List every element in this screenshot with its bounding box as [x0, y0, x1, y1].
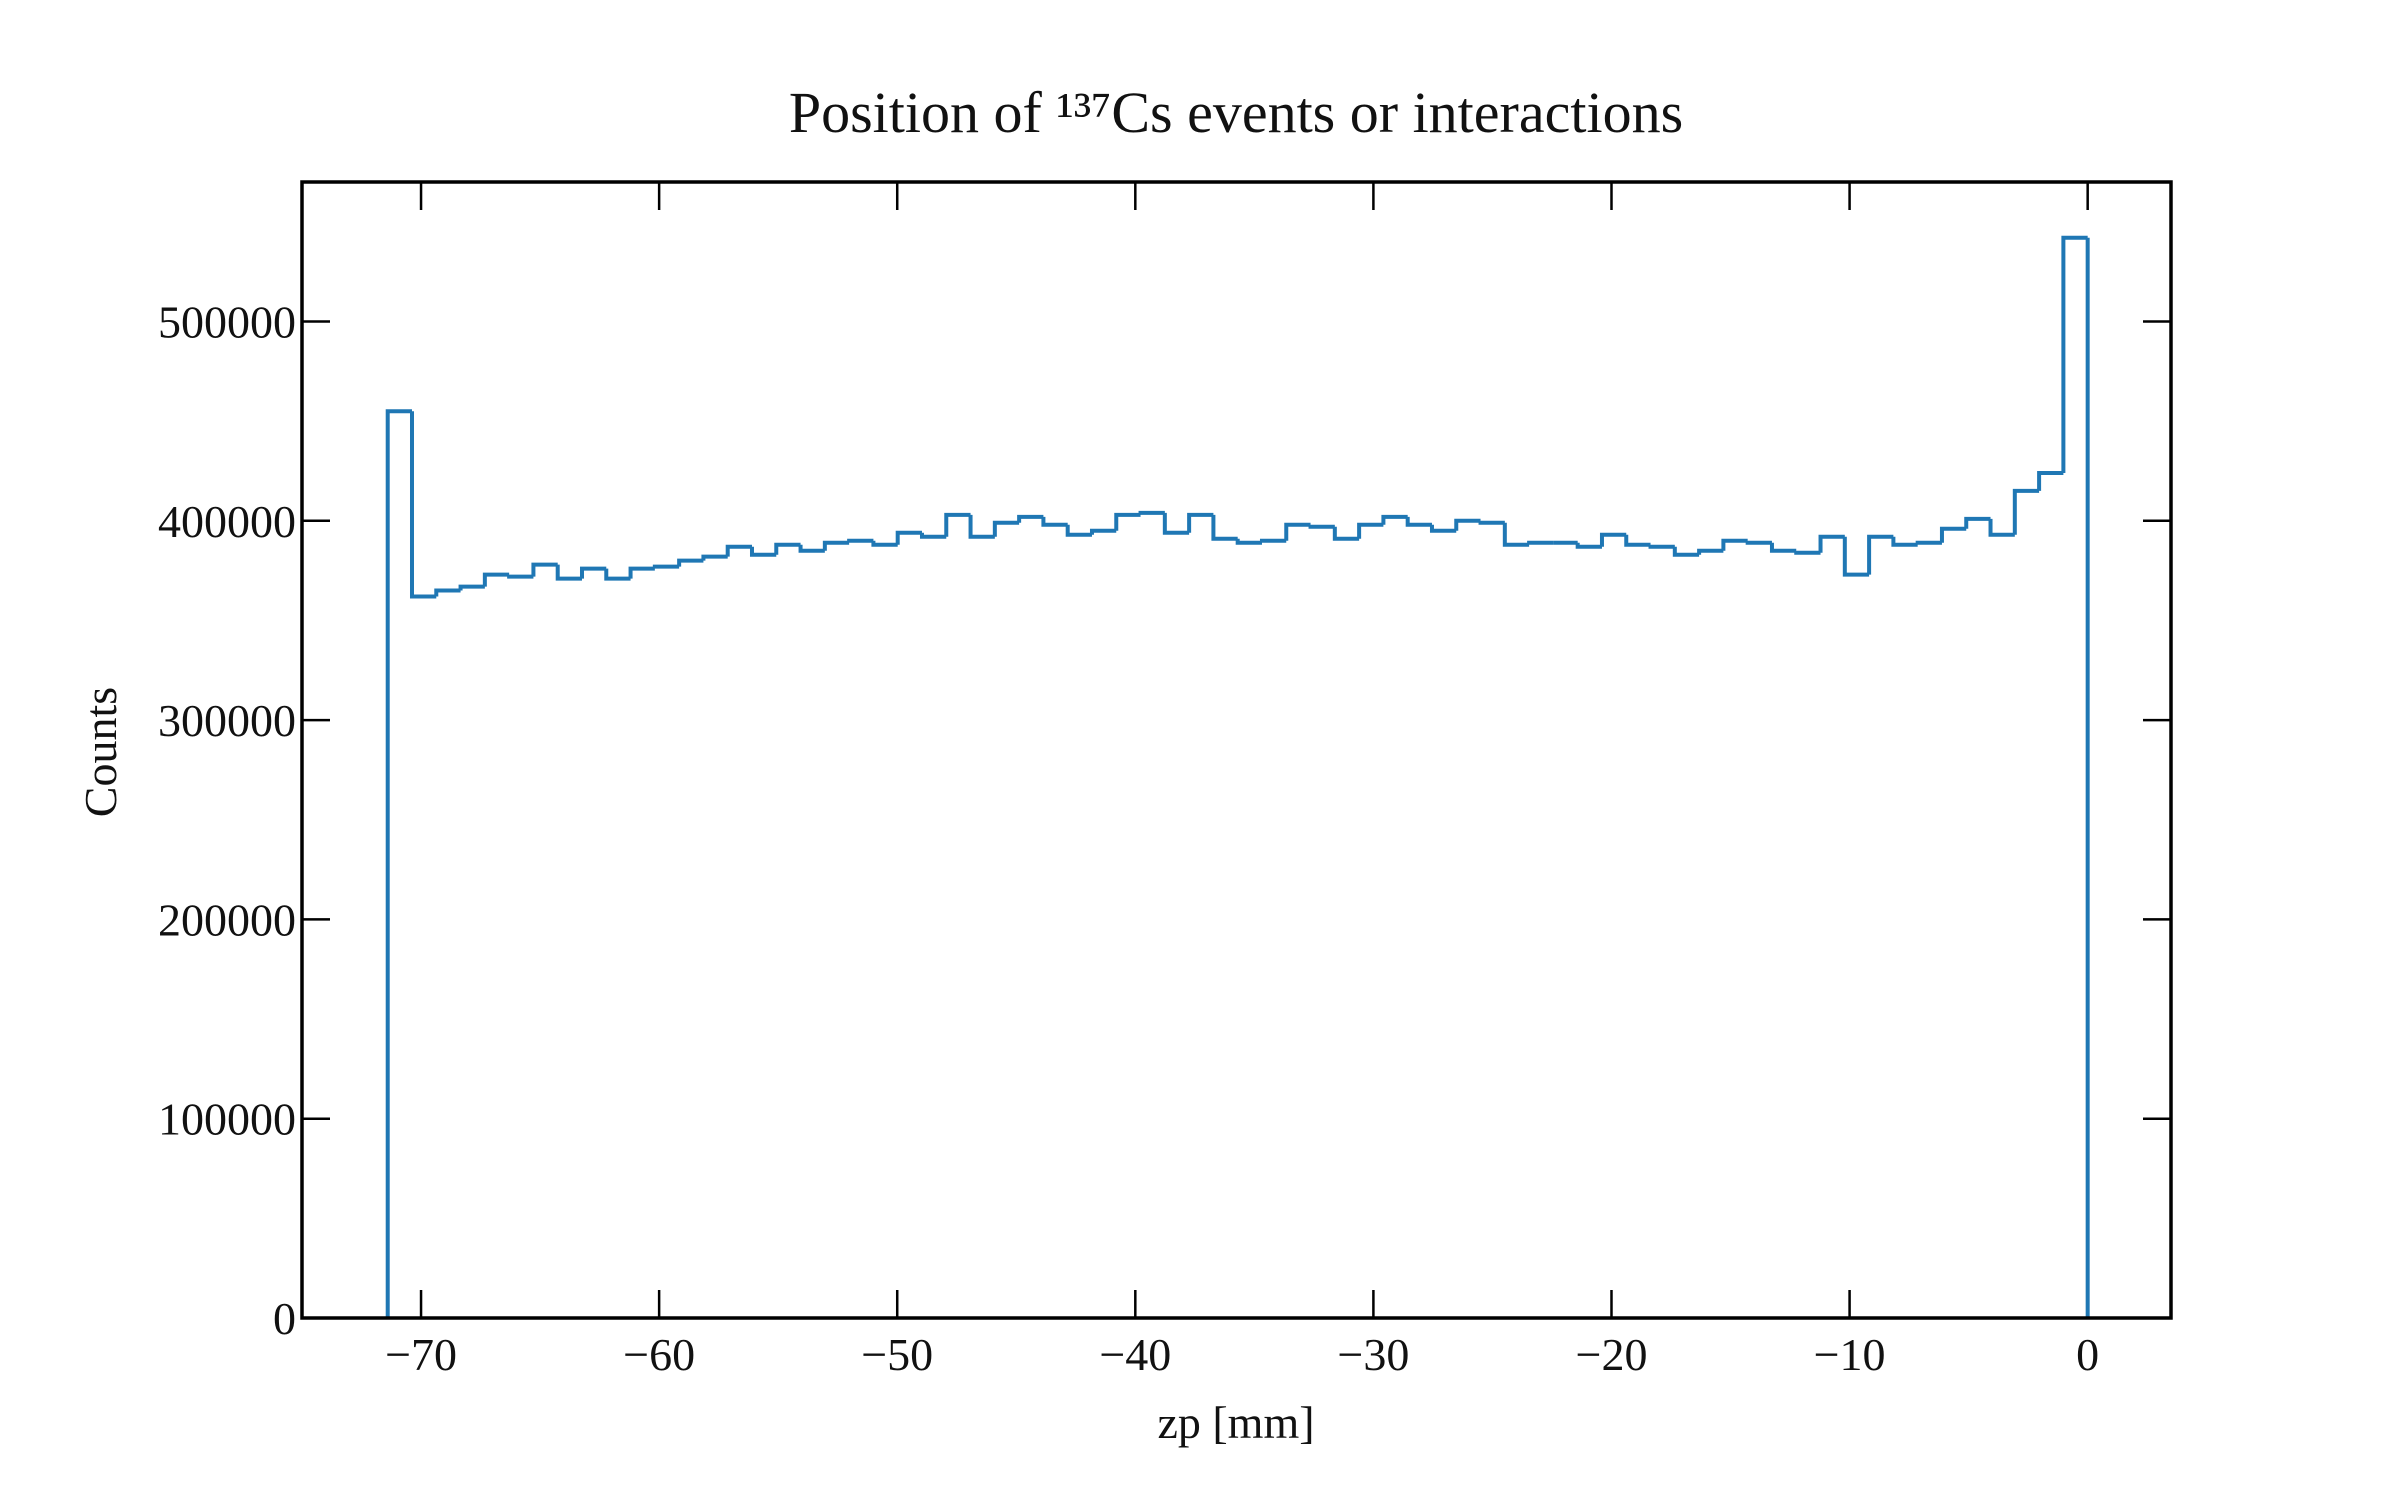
histogram-step [1939, 526, 1967, 543]
histogram-step [1259, 538, 1287, 543]
histogram-step [992, 520, 1020, 537]
histogram-step [2037, 470, 2064, 491]
histogram-step [507, 574, 534, 579]
histogram-step [1381, 514, 1408, 525]
x-tick-label: −10 [1814, 1329, 1886, 1380]
histogram-step [1235, 538, 1262, 545]
histogram-step [822, 540, 850, 551]
histogram-step [749, 546, 777, 557]
histogram-step [1964, 516, 1991, 529]
histogram-step [1697, 548, 1724, 555]
histogram-step [482, 572, 510, 587]
histogram-step [895, 530, 922, 545]
histogram-step [1017, 514, 1044, 523]
histogram-step [1114, 512, 1141, 531]
histogram-step [1405, 516, 1432, 527]
x-tick-label: −70 [385, 1329, 457, 1380]
histogram-step [385, 409, 412, 1318]
histogram-step [458, 584, 485, 591]
histogram-step [1454, 518, 1481, 531]
histogram-step [1089, 528, 1117, 535]
histogram-step [652, 564, 680, 569]
histogram-step [1429, 524, 1457, 533]
x-tick-label: −30 [1337, 1329, 1409, 1380]
histogram-step [1648, 544, 1675, 549]
histogram-step [1818, 534, 1845, 553]
histogram-step [1745, 540, 1772, 545]
histogram-step [1357, 522, 1384, 539]
histogram-step [1599, 532, 1627, 547]
histogram-step [1988, 518, 2015, 537]
x-tick-label: −60 [623, 1329, 695, 1380]
histogram-step [847, 538, 874, 543]
x-tick-label: −50 [861, 1329, 933, 1380]
histogram-step [677, 558, 704, 567]
histogram-step [944, 512, 971, 537]
histogram-step [798, 544, 825, 553]
histogram-step [628, 566, 655, 579]
histogram-step [2061, 235, 2088, 473]
histogram-step [1915, 540, 1942, 545]
histogram-step [1284, 522, 1311, 541]
histogram-step [1721, 538, 1748, 551]
y-tick-label: 0 [273, 1293, 296, 1344]
x-axis-label: zp [mm] [1157, 1397, 1314, 1448]
histogram-step [1041, 516, 1068, 527]
y-tick-label: 400000 [158, 496, 296, 547]
y-axis-label: Counts [75, 687, 126, 817]
x-tick-label: −20 [1576, 1329, 1648, 1380]
histogram-step [968, 514, 995, 539]
histogram-step [725, 544, 752, 557]
histogram-step [604, 568, 631, 581]
histogram-step [919, 532, 947, 539]
histogram-step [1527, 540, 1554, 545]
histogram-step [1575, 542, 1602, 549]
histogram-step [1769, 542, 1797, 553]
histogram-step [1187, 512, 1214, 533]
histogram-step [1332, 526, 1360, 541]
histogram-step [1624, 534, 1651, 547]
chart-title: Position of ¹³⁷Cs events or interactions [789, 80, 1683, 145]
histogram-step [1502, 522, 1530, 547]
x-tick-label: −40 [1099, 1329, 1171, 1380]
histogram-step [1891, 536, 1918, 547]
histogram-step [555, 564, 582, 581]
plot-frame [300, 180, 2173, 1320]
histogram-step [1672, 546, 1700, 557]
histogram-step [409, 411, 437, 599]
histogram-step [1138, 510, 1165, 515]
x-tick-label: 0 [2076, 1329, 2099, 1380]
histogram-step [579, 566, 607, 579]
histogram-step [434, 588, 461, 597]
histogram-step [1211, 514, 1238, 541]
histogram-step [1308, 524, 1335, 529]
histogram-step [1842, 536, 1870, 577]
y-tick-label: 200000 [158, 894, 296, 945]
histogram-step [1478, 520, 1505, 525]
y-tick-label: 500000 [158, 297, 296, 348]
histogram-step [1162, 512, 1190, 535]
histogram-step [2012, 488, 2040, 535]
histogram-step [871, 540, 898, 547]
histogram-step [1794, 550, 1821, 555]
y-tick-label: 300000 [158, 695, 296, 746]
y-tick-label: 100000 [158, 1094, 296, 1145]
histogram-step [774, 542, 801, 555]
histogram-step [1867, 534, 1894, 575]
histogram-step [701, 554, 728, 561]
histogram-step [531, 562, 558, 577]
histogram-step [1065, 524, 1092, 537]
